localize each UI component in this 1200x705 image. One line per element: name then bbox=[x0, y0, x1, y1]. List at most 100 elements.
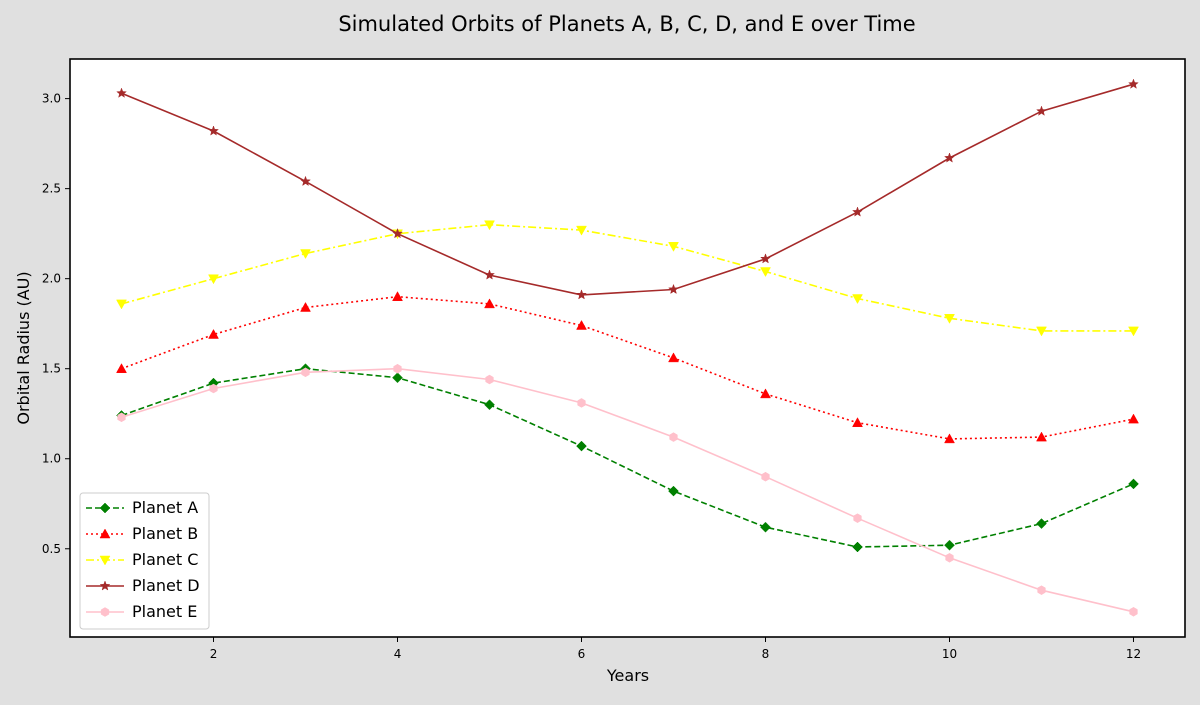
data-point-planet-a bbox=[576, 440, 587, 452]
chart-title: Simulated Orbits of Planets A, B, C, D, … bbox=[338, 12, 915, 36]
plot-frame bbox=[69, 58, 1186, 638]
data-point-planet-d bbox=[392, 227, 403, 239]
y-tick-label: 3.0 bbox=[42, 92, 61, 106]
data-point-planet-c bbox=[668, 242, 679, 252]
series-group bbox=[116, 78, 1139, 617]
data-point-planet-d bbox=[1128, 78, 1139, 89]
data-point-planet-b bbox=[668, 352, 679, 363]
legend-box bbox=[79, 492, 210, 630]
y-tick-label: 0.5 bbox=[42, 542, 61, 556]
legend-label: Planet A bbox=[132, 498, 198, 517]
data-point-planet-b bbox=[576, 319, 587, 330]
data-point-planet-c bbox=[484, 220, 495, 231]
series-planet-a bbox=[116, 363, 1139, 553]
y-axis-label: Orbital Radius (AU) bbox=[14, 271, 33, 424]
data-point-planet-a bbox=[944, 539, 955, 551]
data-point-planet-d bbox=[300, 175, 311, 187]
legend-label: Planet E bbox=[132, 602, 197, 621]
data-point-planet-b bbox=[392, 291, 403, 301]
series-line-planet-e bbox=[121, 367, 1134, 613]
legend-item-planet-b: Planet B bbox=[86, 524, 198, 543]
legend-marker bbox=[99, 580, 111, 591]
data-point-planet-d bbox=[116, 87, 127, 98]
data-point-planet-d bbox=[576, 289, 587, 300]
data-point-planet-b bbox=[944, 433, 955, 444]
data-point-planet-b bbox=[300, 301, 311, 312]
data-point-planet-e bbox=[577, 398, 586, 408]
data-point-planet-a bbox=[1128, 478, 1139, 490]
y-tick-label: 1.5 bbox=[42, 362, 61, 376]
data-point-planet-c bbox=[852, 294, 863, 305]
data-point-planet-b bbox=[1036, 431, 1047, 442]
data-point-planet-e bbox=[117, 412, 126, 423]
data-point-planet-b bbox=[484, 298, 495, 309]
series-planet-b bbox=[116, 291, 1139, 444]
legend-item-planet-a: Planet A bbox=[86, 498, 198, 517]
data-point-planet-c bbox=[1128, 326, 1139, 337]
data-point-planet-c bbox=[300, 249, 311, 260]
series-line-planet-d bbox=[121, 83, 1134, 296]
legend-item-planet-d: Planet D bbox=[86, 576, 200, 595]
data-point-planet-e bbox=[485, 374, 494, 385]
x-tick-label: 10 bbox=[942, 647, 957, 661]
plot-area bbox=[70, 59, 1185, 637]
data-point-planet-b bbox=[852, 417, 863, 427]
legend-marker bbox=[99, 502, 111, 514]
data-point-planet-e bbox=[853, 513, 862, 523]
data-point-planet-b bbox=[760, 388, 771, 399]
data-point-planet-a bbox=[760, 521, 771, 533]
data-point-planet-d bbox=[944, 152, 955, 163]
data-point-planet-e bbox=[945, 553, 954, 563]
data-point-planet-b bbox=[116, 363, 127, 373]
data-point-planet-d bbox=[852, 206, 863, 217]
data-point-planet-a bbox=[852, 541, 863, 553]
data-point-planet-a bbox=[392, 372, 403, 384]
x-axis-label: Years bbox=[606, 666, 649, 685]
x-tick-label: 4 bbox=[394, 647, 402, 661]
data-point-planet-c bbox=[944, 314, 955, 324]
data-point-planet-e bbox=[301, 367, 310, 378]
data-point-planet-a bbox=[1036, 518, 1047, 529]
data-point-planet-d bbox=[760, 253, 771, 264]
data-point-planet-e bbox=[1037, 585, 1046, 595]
x-tick-label: 6 bbox=[578, 647, 586, 661]
data-point-planet-e bbox=[1129, 607, 1138, 617]
legend-label: Planet C bbox=[132, 550, 198, 569]
data-point-planet-c bbox=[208, 274, 219, 285]
x-axis: 2 4 6 8 10 12 bbox=[210, 637, 1141, 661]
legend-label: Planet B bbox=[132, 524, 198, 543]
legend-item-planet-e: Planet E bbox=[86, 602, 197, 621]
data-point-planet-e bbox=[669, 432, 678, 442]
y-tick-label: 2.0 bbox=[42, 272, 61, 286]
data-point-planet-d bbox=[208, 125, 219, 136]
data-point-planet-c bbox=[576, 225, 587, 236]
data-point-planet-e bbox=[209, 383, 218, 394]
legend: Planet A Planet B Planet C Planet D Planet E bbox=[79, 492, 210, 630]
data-point-planet-d bbox=[1036, 105, 1047, 116]
data-point-planet-b bbox=[1128, 413, 1139, 424]
data-point-planet-e bbox=[761, 471, 770, 482]
series-line-planet-a bbox=[121, 367, 1134, 548]
legend-marker bbox=[100, 607, 110, 617]
y-tick-label: 2.5 bbox=[42, 182, 61, 196]
data-point-planet-e bbox=[393, 363, 402, 374]
legend-item-planet-c: Planet C bbox=[86, 550, 198, 569]
data-point-planet-c bbox=[116, 299, 127, 310]
series-planet-e bbox=[117, 363, 1138, 617]
data-point-planet-b bbox=[208, 328, 219, 339]
data-point-planet-c bbox=[1036, 326, 1047, 337]
series-planet-d bbox=[116, 78, 1139, 300]
data-point-planet-a bbox=[484, 399, 495, 411]
legend-marker bbox=[99, 555, 111, 566]
x-tick-label: 12 bbox=[1126, 647, 1141, 661]
y-tick-label: 1.0 bbox=[42, 452, 61, 466]
data-point-planet-d bbox=[484, 269, 495, 280]
data-point-planet-a bbox=[668, 485, 679, 497]
data-point-planet-d bbox=[668, 283, 679, 295]
x-tick-label: 8 bbox=[762, 647, 770, 661]
y-axis: 0.5 1.0 1.5 2.0 2.5 3.0 bbox=[42, 92, 70, 556]
data-point-planet-c bbox=[760, 267, 771, 278]
legend-label: Planet D bbox=[132, 576, 200, 595]
